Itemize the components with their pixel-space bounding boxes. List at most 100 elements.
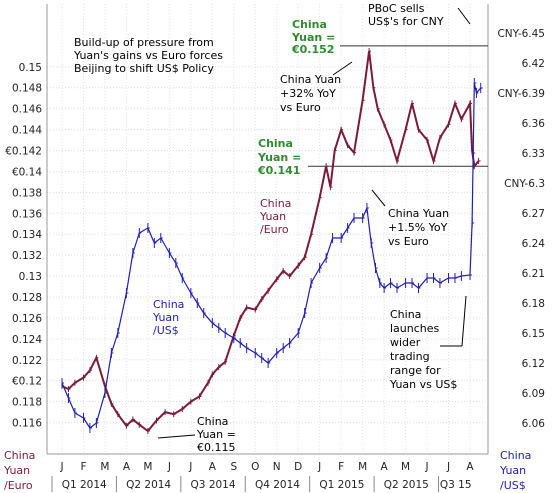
left-tick-label: 0.138 bbox=[12, 187, 42, 199]
x-month-label: M bbox=[143, 461, 152, 473]
left-tick-label: 0.146 bbox=[12, 104, 42, 116]
annotation-32pct: +32% YoY bbox=[280, 87, 336, 100]
right-tick-label: 6.42 bbox=[522, 58, 545, 70]
left-axis-ticks: 0.116 0.118 €0.12 0.122 0.124 0.126 0.128 0.13 0… bbox=[5, 62, 42, 430]
right-tick-label: 6.36 bbox=[522, 118, 546, 130]
x-month-label: J bbox=[317, 461, 321, 473]
right-tick-label: 6.27 bbox=[522, 208, 545, 220]
x-month-label: N bbox=[273, 461, 281, 473]
left-tick-label: 0.128 bbox=[12, 292, 42, 304]
x-month-label: A bbox=[381, 461, 389, 473]
annotation-0115: Yuan = bbox=[196, 428, 236, 441]
series-label-usd: China bbox=[153, 298, 184, 311]
chart-title-line: Yuan's gains vs Euro forces bbox=[73, 49, 223, 62]
right-tick-label: 6.33 bbox=[522, 148, 545, 160]
right-tick-label: 6.24 bbox=[522, 238, 546, 250]
right-axis-bottom-label: /US$ bbox=[500, 479, 526, 492]
x-axis-ticks: J F M A M J J A S O N D J F M A M J J AQ1 2014 Q2 2014 Q3 201… bbox=[51, 461, 474, 492]
annotation-leader-0115 bbox=[157, 434, 196, 439]
x-month-label: M bbox=[358, 461, 367, 473]
reference-label-0141-mid: Yuan = bbox=[257, 151, 301, 164]
series-line-yuan-euro bbox=[61, 50, 480, 433]
reference-label-0152-top: China bbox=[292, 18, 327, 31]
annotation-wider-range: wider bbox=[390, 336, 421, 349]
right-axis-ticks: 6.06 6.09 6.12 6.15 6.18 6.21 6.24 6.27 CNY-6.3 6… bbox=[497, 28, 545, 430]
right-tick-label: 6.06 bbox=[522, 418, 546, 430]
x-month-label: J bbox=[59, 461, 63, 473]
annotation-wider-range: launches bbox=[390, 322, 440, 335]
x-quarter-label: Q2 2014 bbox=[126, 479, 171, 491]
x-month-label: J bbox=[424, 461, 428, 473]
annotation-1-5pct: China Yuan bbox=[388, 207, 449, 220]
x-month-label: D bbox=[294, 461, 302, 473]
left-tick-label: 0.126 bbox=[12, 313, 42, 325]
annotation-leader-32pct bbox=[332, 61, 353, 76]
x-month-label: S bbox=[230, 461, 237, 473]
annotation-leader-range-v bbox=[461, 295, 467, 347]
right-tick-label: CNY-6.3 bbox=[504, 178, 545, 190]
x-quarter-label: Q1 2015 bbox=[319, 479, 364, 491]
x-month-label: M bbox=[100, 461, 109, 473]
x-quarter-label: Q3 15 bbox=[440, 479, 472, 491]
left-tick-label: 0.13 bbox=[19, 271, 42, 283]
left-axis-bottom-label: Yuan bbox=[3, 464, 30, 477]
annotation-wider-range: Yuan vs US$ bbox=[389, 378, 457, 391]
right-axis-bottom-label: China bbox=[500, 449, 531, 462]
chart-title-line: Beijing to shift US$ Policy bbox=[74, 62, 214, 75]
reference-label-0141-bottom: €0.141 bbox=[257, 164, 300, 177]
left-tick-label: 0.144 bbox=[12, 125, 42, 137]
x-quarter-label: Q4 2014 bbox=[255, 479, 300, 491]
annotation-pboc: US$'s for CNY bbox=[368, 15, 444, 28]
x-month-label: O bbox=[251, 461, 259, 473]
series-label-usd: Yuan bbox=[152, 311, 179, 324]
x-month-label: A bbox=[209, 461, 217, 473]
right-tick-label: 6.18 bbox=[522, 298, 545, 310]
x-quarter-label: Q2 2015 bbox=[384, 479, 429, 491]
plot-background bbox=[47, 4, 488, 454]
x-month-label: F bbox=[80, 461, 86, 473]
right-tick-label: 6.12 bbox=[522, 358, 545, 370]
series-label-euro: /Euro bbox=[260, 223, 289, 236]
series-label-euro: Yuan bbox=[259, 210, 286, 223]
right-tick-label: 6.15 bbox=[522, 328, 545, 340]
left-tick-label: €0.14 bbox=[12, 166, 42, 178]
right-tick-label: 6.09 bbox=[522, 388, 545, 400]
annotation-1-5pct: +1.5% YoY bbox=[388, 221, 448, 234]
left-tick-label: 0.122 bbox=[12, 355, 42, 367]
reference-label-0152-bottom: €0.152 bbox=[291, 43, 334, 56]
left-tick-label: 0.136 bbox=[12, 208, 42, 220]
annotation-0115: €0.115 bbox=[197, 441, 236, 454]
right-axis-bottom-label: Yuan bbox=[499, 464, 526, 477]
left-tick-label: €0.12 bbox=[12, 376, 42, 388]
series-layer bbox=[61, 48, 483, 434]
x-quarter-label: Q3 2014 bbox=[191, 479, 236, 491]
annotation-1-5pct: vs Euro bbox=[388, 235, 429, 248]
reference-label-0152-mid: Yuan = bbox=[291, 31, 335, 44]
left-tick-label: 0.15 bbox=[19, 62, 42, 74]
x-quarter-label: Q1 2014 bbox=[62, 479, 107, 491]
annotation-leader-pboc bbox=[457, 7, 471, 25]
annotation-wider-range: China bbox=[390, 308, 421, 321]
grid bbox=[47, 4, 488, 454]
left-axis-bottom-label: /Euro bbox=[4, 479, 33, 492]
annotation-leader-1-5pct bbox=[371, 189, 386, 207]
annotation-32pct: vs Euro bbox=[280, 101, 321, 114]
x-month-label: J bbox=[188, 461, 192, 473]
left-tick-label: 0.118 bbox=[12, 397, 42, 409]
reference-label-0141-top: China bbox=[258, 137, 293, 150]
chart-title-line: Build-up of pressure from bbox=[74, 36, 214, 49]
series-label-usd: /US$ bbox=[153, 324, 179, 337]
right-tick-label: CNY-6.39 bbox=[497, 88, 545, 100]
x-month-label: A bbox=[466, 461, 474, 473]
x-month-label: J bbox=[446, 461, 450, 473]
annotation-wider-range: trading bbox=[390, 350, 430, 363]
right-tick-label: 6.21 bbox=[522, 268, 545, 280]
x-month-label: J bbox=[167, 461, 171, 473]
left-tick-label: 0.148 bbox=[12, 83, 42, 95]
x-month-label: A bbox=[123, 461, 131, 473]
right-tick-label: CNY-6.45 bbox=[497, 28, 545, 40]
annotation-32pct: China Yuan bbox=[280, 73, 341, 86]
